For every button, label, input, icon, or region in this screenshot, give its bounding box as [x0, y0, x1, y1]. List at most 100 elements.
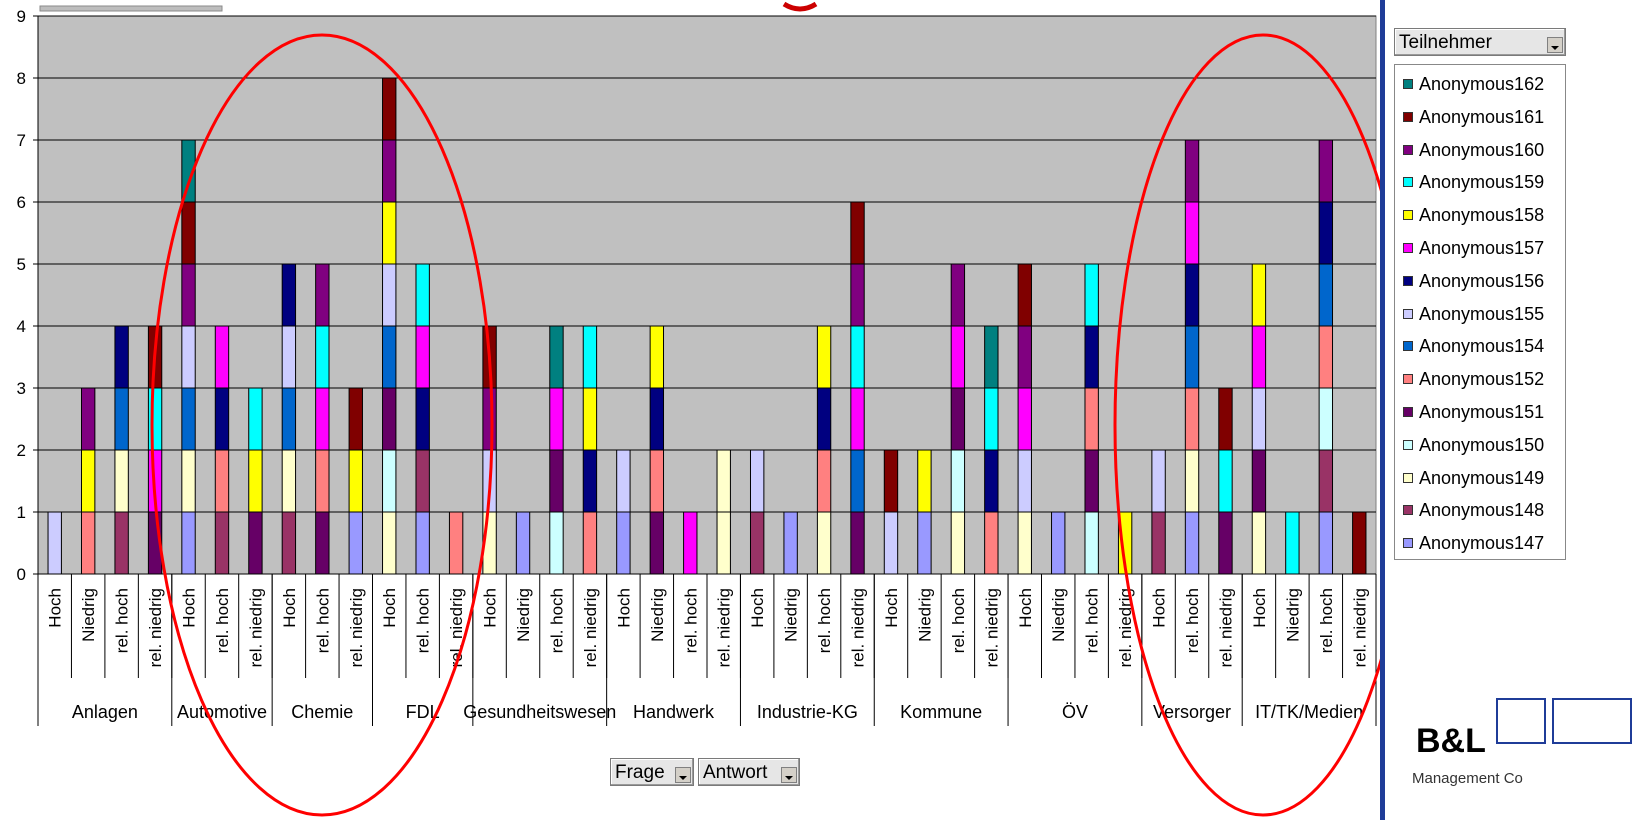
legend-field-dropdown[interactable]: Teilnehmer — [1394, 28, 1566, 56]
title-fragment — [782, 1, 818, 12]
legend-swatch — [1403, 144, 1413, 155]
bar-segment — [415, 325, 430, 389]
bar-segment — [1017, 387, 1032, 451]
chevron-down-icon[interactable] — [1547, 37, 1563, 53]
bar-segment — [1084, 511, 1099, 575]
x-tick-label: rel. hoch — [1083, 588, 1102, 653]
x-tick-label: rel. niedrig — [246, 588, 265, 667]
chevron-down-icon[interactable] — [675, 767, 691, 783]
legend-label: Anonymous147 — [1419, 533, 1545, 554]
legend-label: Anonymous150 — [1419, 434, 1545, 455]
y-tick-label: 2 — [17, 441, 26, 460]
bar-segment — [850, 201, 865, 265]
x-tick-label: rel. niedrig — [715, 588, 734, 667]
x-tick-label: Hoch — [180, 588, 199, 628]
x-tick-label: Niedrig — [1283, 588, 1302, 642]
bar-segment — [850, 511, 865, 575]
bar-segment — [582, 325, 598, 389]
bar-segment — [348, 387, 363, 451]
legend-field-label: Teilnehmer — [1399, 32, 1492, 53]
bar-segment — [315, 449, 330, 513]
x-tick-label: rel. hoch — [313, 588, 332, 653]
bar-segment — [348, 449, 363, 513]
y-tick-label: 9 — [17, 7, 26, 26]
bar-segment — [181, 139, 196, 203]
legend-label: Anonymous149 — [1419, 467, 1545, 488]
y-tick-label: 7 — [17, 131, 26, 150]
bar-segment — [816, 325, 832, 389]
bar-segment — [1285, 511, 1300, 575]
antwort-dropdown[interactable]: Antwort — [698, 758, 800, 786]
bar-segment — [281, 263, 297, 327]
bar-segment — [382, 511, 397, 575]
bar-segment — [1251, 387, 1267, 451]
legend-swatch — [1403, 177, 1413, 188]
group-label: Anlagen — [72, 702, 138, 722]
legend-swatch — [1403, 210, 1413, 221]
bar-segment — [1318, 263, 1334, 327]
legend-swatch — [1403, 505, 1413, 516]
bar-segment — [114, 449, 129, 513]
bar-segment — [315, 511, 330, 575]
bar-segment — [214, 387, 230, 451]
blue-divider — [1380, 0, 1385, 820]
bars — [47, 77, 1367, 575]
bar-segment — [80, 511, 96, 575]
bar-segment — [716, 449, 731, 513]
legend-label: Anonymous154 — [1419, 336, 1545, 357]
plot-background — [37, 15, 1377, 575]
x-tick-label: Hoch — [280, 588, 299, 628]
bar-segment — [114, 325, 129, 389]
legend-label: Anonymous151 — [1419, 402, 1545, 422]
frage-label: Frage — [615, 762, 665, 783]
y-tick-label: 1 — [17, 503, 26, 522]
bar-segment — [1084, 387, 1099, 451]
bar-segment — [1318, 201, 1334, 265]
bar-segment — [649, 387, 665, 451]
x-tick-label: rel. hoch — [815, 588, 834, 653]
chevron-down-icon[interactable] — [781, 767, 797, 783]
bar-segment — [549, 449, 564, 513]
bar-segment — [1151, 511, 1166, 575]
bar-segment — [1251, 263, 1267, 327]
bar-segment — [382, 325, 397, 389]
bar-segment — [950, 449, 966, 513]
x-tick-label: rel. hoch — [949, 588, 968, 653]
bar-segment — [917, 511, 932, 575]
plot-area — [37, 15, 1377, 575]
bar-segment — [415, 449, 430, 513]
x-tick-label: Hoch — [1150, 588, 1169, 628]
x-tick-label: rel. niedrig — [982, 588, 1001, 667]
bar-segment — [850, 263, 865, 327]
bar-segment — [1017, 263, 1032, 327]
x-tick-label: Niedrig — [514, 588, 533, 642]
bar-segment — [80, 449, 96, 513]
y-tick-label: 5 — [17, 255, 26, 274]
x-tick-label: rel. hoch — [414, 588, 433, 653]
bar-segment — [850, 325, 865, 389]
bar-segment — [1184, 449, 1200, 513]
bar-segment — [1151, 449, 1166, 513]
group-label: Gesundheitswesen — [463, 702, 616, 722]
bar-segment — [1184, 201, 1200, 265]
bar-segment — [114, 511, 129, 575]
logo-subtitle: Management Co — [1412, 770, 1523, 787]
bar-segment — [315, 263, 330, 327]
bar-segment — [181, 263, 196, 327]
bar-segment — [415, 387, 430, 451]
highlight-ellipse — [1113, 33, 1380, 817]
bar-segment — [1318, 449, 1334, 513]
bar-segment — [1084, 263, 1099, 327]
bar-segment — [415, 511, 430, 575]
legend-label: Anonymous161 — [1419, 106, 1545, 127]
bar-segment — [749, 449, 765, 513]
y-tick-label: 0 — [17, 565, 26, 584]
bar-segment — [348, 511, 363, 575]
highlight-ellipse — [150, 33, 494, 817]
bar-segment — [616, 511, 631, 575]
bar-segment — [382, 263, 397, 327]
legend-label: Anonymous157 — [1419, 238, 1545, 258]
frage-dropdown[interactable]: Frage — [610, 758, 694, 786]
bar-segment — [950, 511, 966, 575]
x-tick-label: rel. hoch — [1317, 588, 1336, 653]
